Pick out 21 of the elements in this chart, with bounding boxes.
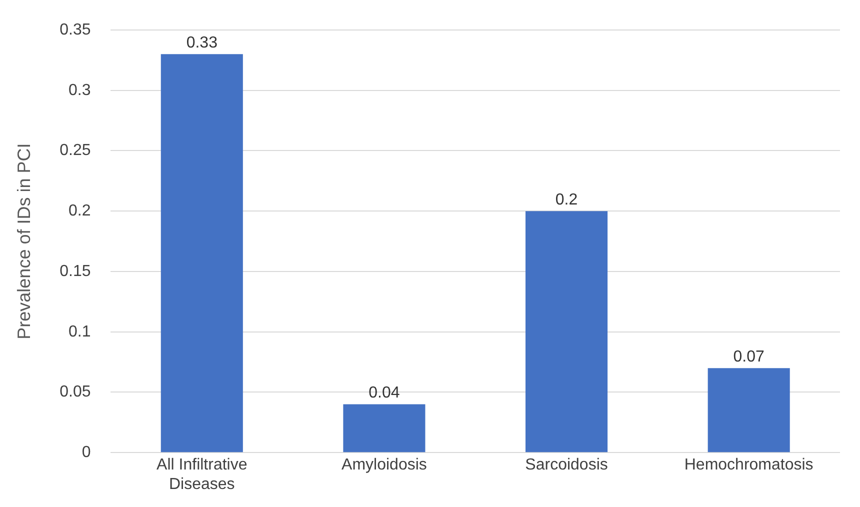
data-label: 0.33 — [186, 34, 218, 52]
y-tick-label: 0.05 — [60, 384, 91, 401]
x-tick-label: Hemochromatosis — [684, 456, 814, 474]
data-label: 0.07 — [733, 348, 765, 366]
data-label: 0.2 — [555, 192, 578, 209]
y-tick-label: 0.1 — [68, 323, 91, 340]
x-tick-label: All Infiltrative Diseases — [156, 456, 248, 493]
bar — [343, 404, 426, 452]
y-tick-label: 0.25 — [60, 142, 91, 160]
bar — [708, 368, 790, 452]
bar — [526, 211, 608, 452]
data-label: 0.04 — [368, 384, 400, 402]
y-tick-label: 0.2 — [68, 202, 91, 220]
y-tick-label: 0 — [82, 444, 91, 462]
y-tick-label: 0.35 — [60, 21, 91, 38]
y-axis-title: Prevalence of IDs in PCI — [14, 143, 34, 340]
x-tick-label: Sarcoidosis — [525, 456, 608, 474]
x-tick-label: Amyloidosis — [342, 456, 427, 474]
y-tick-label: 0.15 — [60, 262, 91, 280]
bar — [160, 54, 243, 452]
y-tick-label: 0.3 — [68, 82, 91, 99]
